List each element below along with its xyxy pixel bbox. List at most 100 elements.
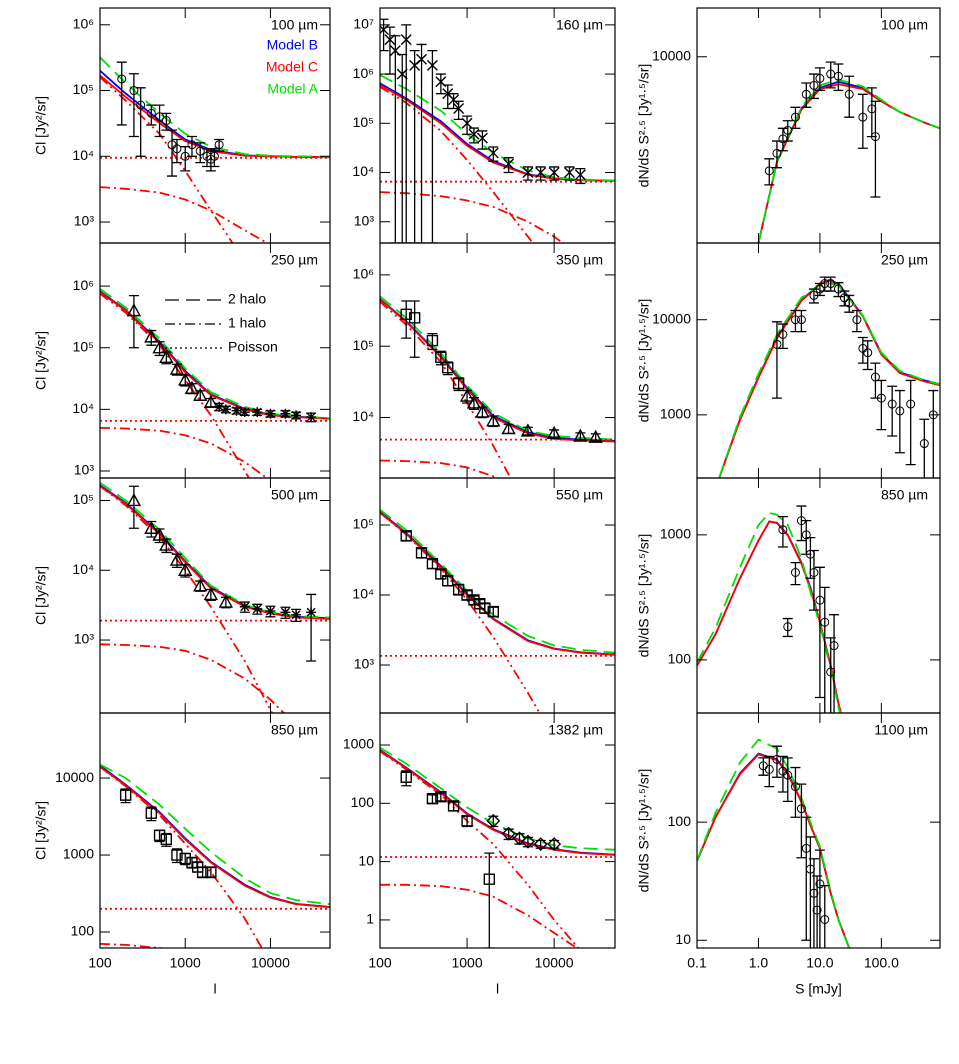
x-tick-label: 10000 — [535, 955, 574, 971]
data-point — [171, 849, 183, 861]
error-bar — [764, 755, 775, 788]
model-curve — [380, 512, 541, 713]
plot-area — [380, 18, 615, 243]
error-bar — [409, 300, 420, 358]
error-bar — [801, 82, 812, 108]
plot-area — [380, 746, 615, 948]
error-bar — [805, 836, 816, 948]
data-point — [790, 568, 800, 578]
data-point — [486, 413, 501, 427]
y-tick-label: 10³ — [74, 213, 95, 229]
panel: 100 1000 10000 100 1000 10000 850 µm Cl [Jy²/sr… — [33, 712, 331, 997]
model-curve — [100, 763, 330, 906]
panel-label: 160 µm — [556, 17, 603, 33]
x-tick-label: 1000 — [170, 955, 201, 971]
data-point — [452, 583, 465, 596]
data-point — [152, 527, 167, 541]
data-point — [291, 410, 302, 421]
y-tick-label: 10⁵ — [353, 337, 374, 353]
error-bar — [777, 323, 788, 350]
error-bar — [390, 35, 401, 243]
error-bar — [488, 146, 499, 162]
data-point — [783, 770, 793, 780]
y-tick-label: 10⁵ — [353, 114, 374, 130]
data-point — [820, 617, 830, 627]
error-bar — [771, 745, 782, 778]
error-bar — [814, 566, 825, 699]
error-bar — [771, 321, 782, 399]
x-axis-label: l — [213, 981, 216, 997]
data-point — [796, 804, 806, 814]
data-point — [547, 837, 562, 852]
error-bar — [782, 617, 793, 638]
data-point — [790, 315, 800, 325]
error-bar — [462, 115, 473, 135]
model-curve — [100, 764, 330, 908]
error-bar — [590, 433, 601, 442]
data-point — [184, 380, 200, 394]
frame — [379, 477, 616, 714]
model-curve — [697, 738, 850, 948]
data-point — [772, 339, 782, 349]
plot-area — [100, 56, 330, 243]
data-point — [815, 595, 825, 605]
error-bar — [195, 142, 206, 164]
legend-label: 1 halo — [228, 315, 266, 331]
y-tick-label: 10 — [358, 852, 374, 868]
x-tick-label: 10000 — [251, 955, 290, 971]
error-bar — [814, 849, 825, 948]
data-point — [408, 312, 421, 324]
data-point — [548, 167, 560, 179]
y-tick-label: 10⁵ — [73, 338, 94, 354]
data-point — [501, 421, 516, 435]
data-point — [400, 530, 412, 542]
panel: 10 100 0.1 1.0 10.0 100.0 1100 µm dN/dS S²·⁵ [J… — [636, 712, 941, 997]
data-point — [416, 53, 428, 65]
y-tick-label: 10⁶ — [73, 15, 94, 31]
data-point — [280, 408, 291, 419]
data-point — [512, 831, 527, 846]
data-point — [546, 425, 562, 440]
data-point — [461, 815, 473, 827]
frame — [696, 712, 941, 949]
data-point — [400, 34, 412, 46]
data-point — [203, 394, 219, 409]
data-point — [426, 334, 439, 347]
data-point — [486, 813, 501, 828]
data-point — [146, 108, 156, 118]
data-point — [475, 404, 490, 418]
y-axis-label: dN/dS S²·⁵ [Jy¹·⁵/sr] — [636, 769, 652, 893]
model-curve — [100, 293, 251, 478]
data-point — [426, 792, 439, 805]
error-bar — [522, 166, 533, 181]
model-curve — [380, 295, 615, 441]
plot-area — [718, 276, 940, 478]
x-axis-label: S [mJy] — [795, 981, 842, 997]
model-curve — [380, 459, 499, 478]
error-bar — [135, 87, 146, 157]
error-bar — [801, 816, 812, 941]
data-point — [487, 605, 499, 618]
error-bar — [876, 379, 887, 431]
panel-label: 350 µm — [556, 252, 603, 268]
error-bar — [564, 166, 575, 181]
y-tick-label: 1000 — [343, 736, 374, 752]
data-point — [479, 602, 491, 614]
data-point — [468, 128, 480, 140]
panel: 10³ 10⁴ 10⁵ 550 µm — [352, 477, 616, 714]
error-bar — [116, 61, 127, 126]
data-point — [265, 606, 276, 617]
panel: 10³ 10⁴ 10⁵ 10⁶ 250 µm Cl [Jy²/sr] 2 halo 1 hal… — [33, 242, 331, 479]
x-tick-label: 1.0 — [749, 955, 769, 971]
data-point — [820, 279, 830, 289]
error-bar — [427, 333, 438, 351]
panel-label: 850 µm — [881, 487, 928, 503]
data-point — [220, 404, 231, 415]
error-bar — [857, 336, 868, 364]
data-point — [852, 315, 862, 325]
data-point — [129, 86, 139, 96]
data-point — [159, 349, 174, 363]
model-curve — [380, 511, 615, 656]
data-point — [169, 361, 185, 375]
y-axis-label: dN/dS S²·⁵ [Jy¹·⁵/sr] — [636, 534, 652, 658]
